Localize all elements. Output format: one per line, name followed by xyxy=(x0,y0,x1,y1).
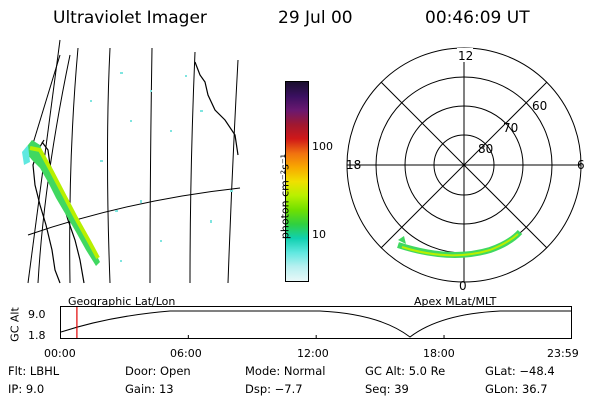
colorbar-unit-label: photon cm⁻²s⁻¹ xyxy=(278,153,292,240)
meridian-line xyxy=(227,59,239,284)
time-tick-2: 12:00 xyxy=(297,347,329,360)
altitude-plot xyxy=(60,306,572,339)
filter-info: Flt: LBHL xyxy=(8,364,60,378)
lat-label-80: 80 xyxy=(478,142,493,156)
mlt-label-6: 6 xyxy=(577,158,585,172)
colorbar-tick-100: 100 xyxy=(312,140,333,153)
instrument-title: Ultraviolet Imager xyxy=(53,8,207,28)
geographic-latitude: GLat: −48.4 xyxy=(485,364,555,378)
altitude-tick-max: 9.0 xyxy=(28,308,46,321)
observation-time: 00:46:09 UT xyxy=(425,8,530,28)
geographic-map xyxy=(22,39,241,284)
mlt-diagonal xyxy=(380,81,548,249)
altitude-axis-label: GC Alt xyxy=(8,307,22,342)
ip-info: IP: 9.0 xyxy=(8,382,45,396)
geographic-longitude: GLon: 36.7 xyxy=(485,382,548,396)
colorbar xyxy=(285,81,309,282)
gain-info: Gain: 13 xyxy=(125,382,174,396)
gc-altitude-info: GC Alt: 5.0 Re xyxy=(365,364,446,378)
dsp-info: Dsp: −7.7 xyxy=(245,382,303,396)
mode-info: Mode: Normal xyxy=(245,364,326,378)
auroral-emission xyxy=(22,140,100,266)
mlt-label-18: 18 xyxy=(346,158,361,172)
meridian-line xyxy=(149,47,153,284)
altitude-curve xyxy=(60,310,571,338)
time-tick-3: 18:00 xyxy=(423,347,455,360)
colorbar-tick-10: 10 xyxy=(312,228,326,241)
sequence-info: Seq: 39 xyxy=(365,382,409,396)
mlt-label-0: 0 xyxy=(459,279,467,293)
observation-date: 29 Jul 00 xyxy=(278,8,353,28)
meridian-line xyxy=(189,51,196,284)
mlt-label-12: 12 xyxy=(458,49,473,63)
geographic-map-label: Geographic Lat/Lon xyxy=(68,295,176,308)
door-status: Door: Open xyxy=(125,364,191,378)
time-tick-4: 23:59 xyxy=(547,347,579,360)
time-tick-0: 00:00 xyxy=(44,347,76,360)
meridian-line xyxy=(69,47,79,284)
polar-plot: 12 6 0 18 60 70 80 xyxy=(346,47,585,293)
time-tick-1: 06:00 xyxy=(170,347,202,360)
coastline xyxy=(194,61,239,156)
lat-label-60: 60 xyxy=(532,99,547,113)
apex-map-label: Apex MLat/MLT xyxy=(414,295,497,308)
background-noise-speckle xyxy=(90,72,233,262)
altitude-tick-min: 1.8 xyxy=(28,329,46,342)
lat-label-70: 70 xyxy=(503,121,518,135)
parallel-line xyxy=(27,187,241,236)
meridian-line xyxy=(107,47,111,284)
